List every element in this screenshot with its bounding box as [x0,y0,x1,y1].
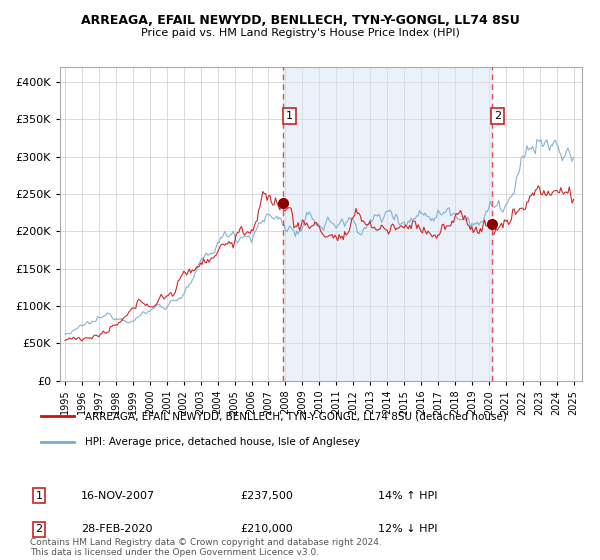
Text: 2: 2 [494,111,502,121]
Text: 1: 1 [286,111,293,121]
Text: 12% ↓ HPI: 12% ↓ HPI [378,524,437,534]
Text: £237,500: £237,500 [240,491,293,501]
Text: £210,000: £210,000 [240,524,293,534]
Text: HPI: Average price, detached house, Isle of Anglesey: HPI: Average price, detached house, Isle… [85,436,361,446]
Text: ARREAGA, EFAIL NEWYDD, BENLLECH, TYN-Y-GONGL, LL74 8SU (detached house): ARREAGA, EFAIL NEWYDD, BENLLECH, TYN-Y-G… [85,412,507,422]
Text: 28-FEB-2020: 28-FEB-2020 [81,524,152,534]
Text: 2: 2 [35,524,43,534]
Text: 14% ↑ HPI: 14% ↑ HPI [378,491,437,501]
Text: 1: 1 [35,491,43,501]
Text: Contains HM Land Registry data © Crown copyright and database right 2024.
This d: Contains HM Land Registry data © Crown c… [30,538,382,557]
Text: ARREAGA, EFAIL NEWYDD, BENLLECH, TYN-Y-GONGL, LL74 8SU: ARREAGA, EFAIL NEWYDD, BENLLECH, TYN-Y-G… [80,14,520,27]
Text: Price paid vs. HM Land Registry's House Price Index (HPI): Price paid vs. HM Land Registry's House … [140,28,460,38]
Text: 16-NOV-2007: 16-NOV-2007 [81,491,155,501]
